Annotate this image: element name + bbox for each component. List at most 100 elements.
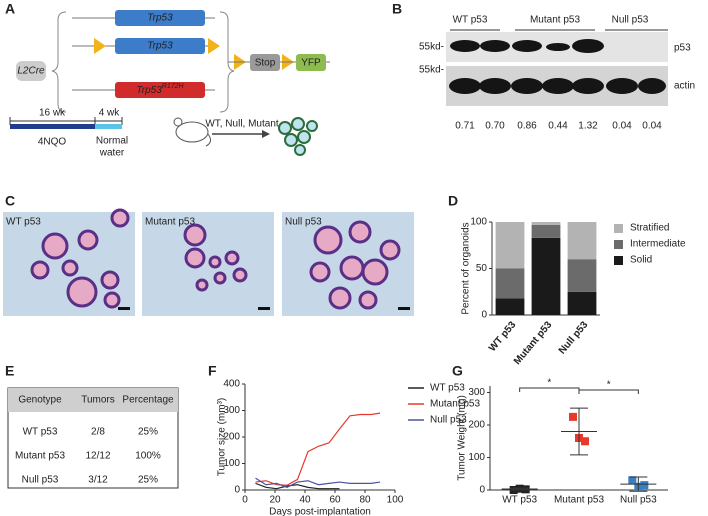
- bar-segment: [531, 237, 561, 315]
- y-tick-label: 300: [468, 387, 485, 398]
- point: [581, 437, 589, 446]
- x-tick-label: 100: [387, 495, 404, 506]
- x-tick-label: Null p53: [620, 495, 657, 506]
- x-axis-label: Days post-implantation: [269, 507, 371, 516]
- mouse-ear: [173, 117, 183, 127]
- series-line: [255, 412, 381, 486]
- legend-label: Intermediate: [630, 239, 686, 250]
- treatment: Normal: [96, 136, 128, 147]
- x-tick-label: 0: [242, 495, 248, 506]
- lane-label: WT p53: [453, 15, 488, 26]
- bar-segment: [567, 259, 597, 292]
- y-tick-label: 100: [470, 217, 487, 228]
- stop: Stop: [255, 58, 276, 69]
- table-cell: 100%: [135, 451, 161, 462]
- allele-sup: R172H: [162, 83, 185, 90]
- legend-label: Null p53: [430, 415, 467, 426]
- quantification: 0.04: [642, 121, 662, 132]
- y-tick-label: 300: [223, 405, 240, 416]
- y-tick-label: 200: [223, 432, 240, 443]
- table-cell: 12/12: [85, 451, 110, 462]
- bands: [449, 39, 666, 94]
- panel-c: [3, 208, 414, 316]
- x-tick-label: 60: [329, 495, 341, 506]
- yfp-box: [296, 54, 326, 71]
- panel-label: E: [5, 363, 14, 379]
- x-tick-label: 80: [359, 495, 371, 506]
- y-tick-label: 0: [234, 485, 240, 496]
- lane-label: Null p53: [612, 15, 649, 26]
- lane-label: Mutant p53: [530, 15, 580, 26]
- legend-swatch: [614, 240, 623, 249]
- treatment: 4NQO: [38, 137, 67, 148]
- x-tick-label: WT p53: [487, 319, 519, 354]
- scale-bar: [258, 307, 270, 310]
- bar-segment: [531, 222, 561, 225]
- organoids: [278, 117, 318, 156]
- table-cell: Null p53: [22, 475, 59, 486]
- brace: [51, 11, 235, 113]
- promoter-box: [16, 61, 46, 81]
- bar-segment: [567, 291, 597, 315]
- promoter: L2Cre: [17, 66, 45, 77]
- panel-a: L2Cre Trp53 Trp53 Trp53R172H Stop YFP 16…: [9, 10, 330, 159]
- y-tick-label: 0: [479, 485, 485, 496]
- panel-label: B: [392, 1, 402, 17]
- panel-label: G: [452, 363, 463, 379]
- series-line: [255, 477, 381, 489]
- panel-label: C: [5, 193, 15, 209]
- y-tick-label: 100: [223, 458, 240, 469]
- annotation: *: [547, 378, 551, 389]
- mouse: [175, 121, 209, 143]
- duration: 16 wk: [39, 108, 66, 119]
- quantification: 0.71: [455, 121, 475, 132]
- table-header: Percentage: [122, 395, 174, 406]
- duration: 4 wk: [99, 108, 121, 119]
- y-axis-label: Tumor size (mm³): [217, 398, 228, 477]
- legend-label: Stratified: [630, 223, 669, 234]
- point: [640, 481, 649, 490]
- timeline-bar: [95, 124, 122, 129]
- organoid-cells: [30, 208, 401, 310]
- y-axis-label: Percent of organoids: [461, 222, 472, 314]
- legend-label: Mutant p53: [430, 399, 480, 410]
- table-header: Genotype: [18, 395, 62, 406]
- x-tick-label: WT p53: [502, 495, 537, 506]
- error-bar: [629, 476, 648, 492]
- timeline-bar: [10, 124, 95, 129]
- protein-label: actin: [674, 81, 695, 92]
- allele: Trp53: [147, 41, 173, 52]
- panel-b: [446, 29, 668, 106]
- image-label: WT p53: [6, 217, 41, 228]
- bar-segment: [495, 298, 525, 315]
- bar-segment: [495, 268, 525, 299]
- legend-swatch: [614, 224, 623, 233]
- arrowhead: [262, 130, 270, 138]
- bar-segment: [495, 222, 525, 269]
- x-tick-label: Mutant p53: [554, 495, 604, 506]
- legend-swatch: [614, 256, 623, 265]
- table-cell: WT p53: [23, 427, 58, 438]
- image-label: Null p53: [285, 217, 322, 228]
- quantification: 0.86: [517, 121, 537, 132]
- table-cell: 25%: [138, 475, 158, 486]
- y-tick-label: 400: [223, 379, 240, 390]
- series-line: [255, 482, 340, 490]
- significance-bracket: [578, 389, 639, 394]
- protein-label: p53: [674, 43, 691, 54]
- legend-label: Solid: [630, 255, 652, 266]
- x-tick-label: 40: [299, 495, 311, 506]
- x-tick-label: Null p53: [557, 319, 591, 356]
- y-tick-label: 0: [481, 310, 487, 321]
- size-marker: 55kd-: [419, 42, 444, 53]
- table-cell: Mutant p53: [15, 451, 65, 462]
- gene-box: [115, 38, 205, 54]
- point: [569, 412, 577, 421]
- table-header: Tumors: [81, 395, 115, 406]
- panel-label: D: [448, 193, 458, 209]
- table-header-bg: [8, 388, 178, 412]
- allele-gene: Trp53: [136, 85, 162, 96]
- table-cell: 2/8: [91, 427, 105, 438]
- x-tick-label: 20: [269, 495, 281, 506]
